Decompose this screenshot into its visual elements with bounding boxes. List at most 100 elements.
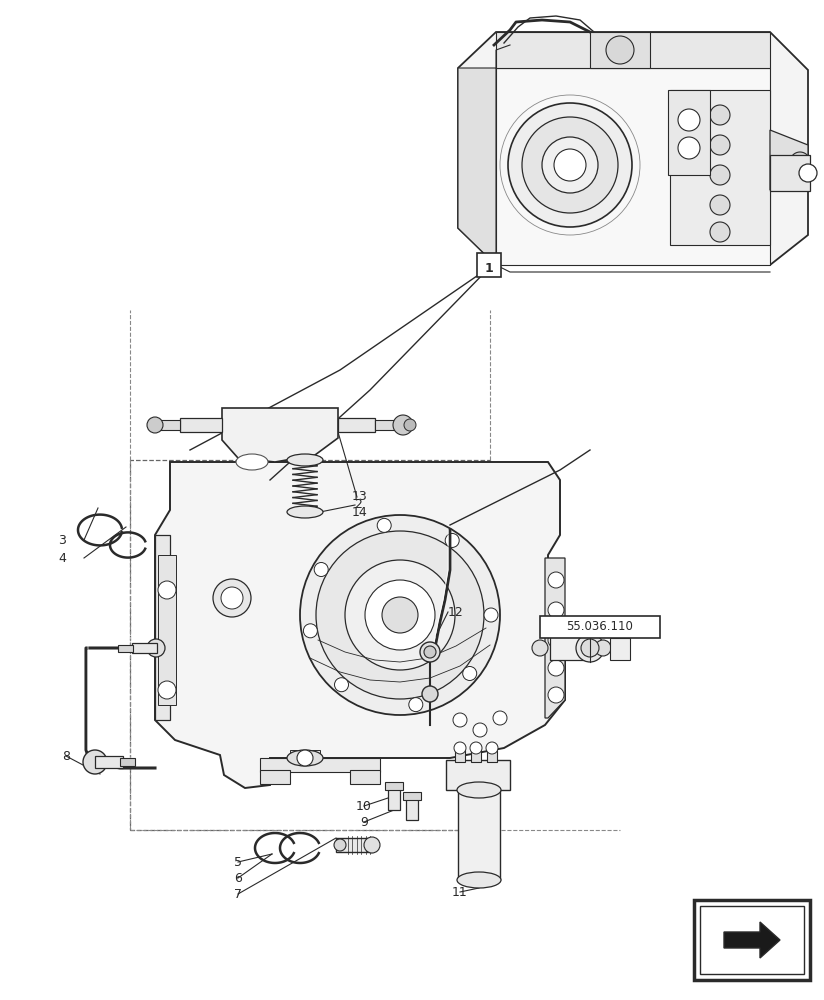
Polygon shape: [375, 420, 400, 430]
Circle shape: [453, 713, 467, 727]
Circle shape: [147, 417, 163, 433]
Circle shape: [158, 581, 176, 599]
Circle shape: [454, 742, 466, 754]
Bar: [120, 758, 135, 766]
Text: 1: 1: [485, 261, 494, 274]
Text: 12: 12: [448, 605, 464, 618]
Ellipse shape: [365, 580, 435, 650]
Ellipse shape: [345, 560, 455, 670]
Polygon shape: [458, 68, 496, 265]
Circle shape: [404, 419, 416, 431]
Circle shape: [377, 518, 391, 532]
Bar: [477, 253, 501, 277]
Text: 7: 7: [234, 888, 242, 900]
Circle shape: [493, 711, 507, 725]
Polygon shape: [545, 558, 565, 718]
Ellipse shape: [457, 872, 501, 888]
Polygon shape: [155, 535, 170, 720]
Circle shape: [147, 639, 165, 657]
Bar: [487, 750, 497, 762]
Circle shape: [790, 152, 810, 172]
Circle shape: [297, 750, 313, 766]
Polygon shape: [290, 750, 320, 760]
Circle shape: [409, 698, 423, 712]
Text: 14: 14: [352, 506, 368, 518]
Circle shape: [542, 137, 598, 193]
Circle shape: [420, 642, 440, 662]
Circle shape: [221, 587, 243, 609]
Circle shape: [486, 742, 498, 754]
Circle shape: [678, 109, 700, 131]
Circle shape: [554, 149, 586, 181]
Bar: [700, 906, 804, 974]
Text: 55.036.110: 55.036.110: [567, 620, 634, 634]
Polygon shape: [496, 68, 770, 265]
Circle shape: [303, 624, 317, 638]
Polygon shape: [446, 760, 510, 790]
Circle shape: [532, 640, 548, 656]
Ellipse shape: [287, 506, 323, 518]
Circle shape: [595, 640, 611, 656]
Circle shape: [710, 135, 730, 155]
Bar: [132, 643, 157, 653]
Circle shape: [83, 750, 107, 774]
Circle shape: [522, 117, 618, 213]
Polygon shape: [338, 418, 375, 432]
Circle shape: [334, 839, 346, 851]
Bar: [130, 460, 490, 830]
Polygon shape: [158, 420, 180, 430]
Bar: [95, 756, 123, 768]
Circle shape: [548, 572, 564, 588]
Circle shape: [473, 723, 487, 737]
Circle shape: [393, 415, 413, 435]
Bar: [118, 645, 133, 652]
Circle shape: [335, 678, 349, 692]
Ellipse shape: [236, 454, 268, 470]
Text: 5: 5: [234, 856, 242, 868]
Polygon shape: [458, 32, 808, 265]
Ellipse shape: [287, 454, 323, 466]
Circle shape: [548, 687, 564, 703]
Polygon shape: [458, 790, 500, 880]
Circle shape: [424, 646, 436, 658]
Circle shape: [364, 837, 380, 853]
Text: 6: 6: [234, 871, 242, 884]
Bar: [385, 782, 403, 790]
Text: 11: 11: [452, 886, 468, 898]
Circle shape: [710, 165, 730, 185]
Text: 2: 2: [354, 497, 362, 510]
Ellipse shape: [457, 782, 501, 798]
Ellipse shape: [316, 531, 484, 699]
Circle shape: [710, 222, 730, 242]
Polygon shape: [610, 638, 630, 660]
Circle shape: [158, 681, 176, 699]
Ellipse shape: [287, 750, 323, 766]
Ellipse shape: [300, 515, 500, 715]
Bar: [403, 792, 421, 800]
Polygon shape: [260, 770, 290, 784]
Circle shape: [548, 632, 564, 648]
Circle shape: [710, 105, 730, 125]
Text: 8: 8: [62, 750, 70, 762]
Bar: [406, 795, 418, 820]
Circle shape: [470, 742, 482, 754]
Circle shape: [606, 36, 634, 64]
Bar: [158, 555, 176, 705]
Circle shape: [445, 533, 459, 547]
Circle shape: [710, 195, 730, 215]
Polygon shape: [155, 462, 565, 788]
Bar: [540, 616, 660, 638]
Circle shape: [314, 562, 328, 576]
Bar: [694, 900, 810, 980]
Circle shape: [213, 579, 251, 617]
Polygon shape: [770, 130, 808, 190]
Circle shape: [799, 164, 817, 182]
Text: 4: 4: [58, 552, 66, 564]
Text: 3: 3: [58, 534, 66, 546]
Bar: [388, 785, 400, 810]
Polygon shape: [668, 90, 710, 175]
Polygon shape: [350, 770, 380, 784]
Polygon shape: [550, 636, 590, 660]
Polygon shape: [180, 418, 222, 432]
Polygon shape: [222, 408, 338, 462]
